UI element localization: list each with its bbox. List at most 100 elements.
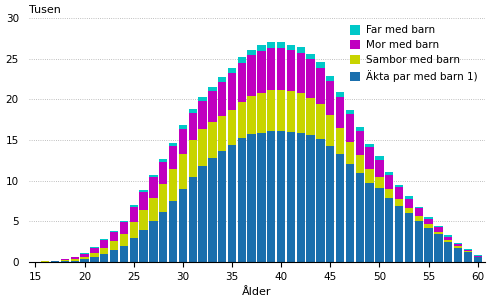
- Bar: [326, 81, 334, 115]
- Bar: [444, 235, 452, 237]
- Bar: [189, 113, 197, 140]
- Bar: [454, 246, 462, 248]
- Bar: [189, 109, 197, 113]
- Bar: [473, 255, 482, 256]
- Bar: [287, 132, 295, 262]
- Bar: [81, 253, 89, 254]
- Bar: [464, 252, 472, 262]
- Bar: [464, 249, 472, 250]
- Bar: [297, 53, 305, 93]
- Bar: [198, 97, 207, 101]
- Bar: [414, 221, 423, 262]
- Bar: [218, 77, 226, 82]
- Bar: [414, 216, 423, 221]
- Bar: [375, 160, 383, 177]
- Bar: [198, 101, 207, 129]
- Bar: [100, 239, 109, 240]
- Bar: [346, 164, 354, 262]
- Bar: [139, 192, 148, 210]
- Legend: Far med barn, Mor med barn, Sambor med barn, Äkta par med barn 1): Far med barn, Mor med barn, Sambor med b…: [348, 23, 479, 84]
- Bar: [336, 97, 344, 128]
- Bar: [267, 131, 275, 262]
- Bar: [208, 91, 217, 122]
- Bar: [346, 110, 354, 114]
- Bar: [149, 198, 158, 221]
- Bar: [257, 45, 266, 51]
- Bar: [454, 248, 462, 262]
- Bar: [159, 159, 167, 162]
- Bar: [247, 96, 256, 134]
- Bar: [90, 253, 99, 257]
- Bar: [414, 207, 423, 208]
- Bar: [110, 250, 118, 262]
- Bar: [405, 213, 413, 262]
- Bar: [395, 187, 403, 199]
- Bar: [355, 127, 364, 131]
- Bar: [277, 48, 285, 90]
- Bar: [208, 158, 217, 262]
- Bar: [228, 110, 236, 145]
- Bar: [120, 221, 128, 222]
- Bar: [169, 201, 177, 262]
- Bar: [139, 230, 148, 262]
- Bar: [355, 155, 364, 173]
- Bar: [464, 250, 472, 251]
- Bar: [169, 169, 177, 201]
- Bar: [287, 51, 295, 91]
- Bar: [90, 248, 99, 253]
- Bar: [267, 48, 275, 90]
- Bar: [375, 188, 383, 262]
- Bar: [90, 257, 99, 262]
- Bar: [218, 151, 226, 262]
- Bar: [326, 115, 334, 146]
- Bar: [297, 133, 305, 262]
- Bar: [61, 261, 69, 262]
- Bar: [405, 196, 413, 199]
- Bar: [316, 139, 325, 262]
- Bar: [257, 51, 266, 93]
- Bar: [189, 140, 197, 177]
- Bar: [434, 227, 442, 231]
- Bar: [395, 185, 403, 187]
- Bar: [247, 50, 256, 55]
- Bar: [277, 90, 285, 131]
- Bar: [267, 90, 275, 131]
- Bar: [139, 190, 148, 192]
- Bar: [434, 226, 442, 227]
- Bar: [346, 142, 354, 164]
- Bar: [228, 68, 236, 73]
- Bar: [424, 218, 433, 224]
- Bar: [355, 131, 364, 155]
- Bar: [71, 261, 79, 262]
- Bar: [424, 228, 433, 262]
- X-axis label: Ålder: Ålder: [242, 288, 272, 298]
- Bar: [130, 205, 138, 207]
- Bar: [336, 128, 344, 154]
- Bar: [51, 261, 59, 262]
- Bar: [208, 87, 217, 91]
- Bar: [179, 189, 187, 262]
- Text: Tusen: Tusen: [28, 5, 60, 15]
- Bar: [228, 73, 236, 110]
- Bar: [149, 178, 158, 198]
- Bar: [375, 156, 383, 160]
- Bar: [198, 166, 207, 262]
- Bar: [149, 175, 158, 178]
- Bar: [365, 144, 374, 147]
- Bar: [208, 122, 217, 158]
- Bar: [287, 45, 295, 51]
- Bar: [473, 256, 482, 257]
- Bar: [306, 54, 315, 59]
- Bar: [385, 189, 393, 198]
- Bar: [277, 131, 285, 262]
- Bar: [365, 183, 374, 262]
- Bar: [326, 146, 334, 262]
- Bar: [464, 251, 472, 252]
- Bar: [336, 154, 344, 262]
- Bar: [228, 145, 236, 262]
- Bar: [100, 248, 109, 255]
- Bar: [405, 208, 413, 213]
- Bar: [297, 93, 305, 133]
- Bar: [326, 76, 334, 81]
- Bar: [375, 177, 383, 188]
